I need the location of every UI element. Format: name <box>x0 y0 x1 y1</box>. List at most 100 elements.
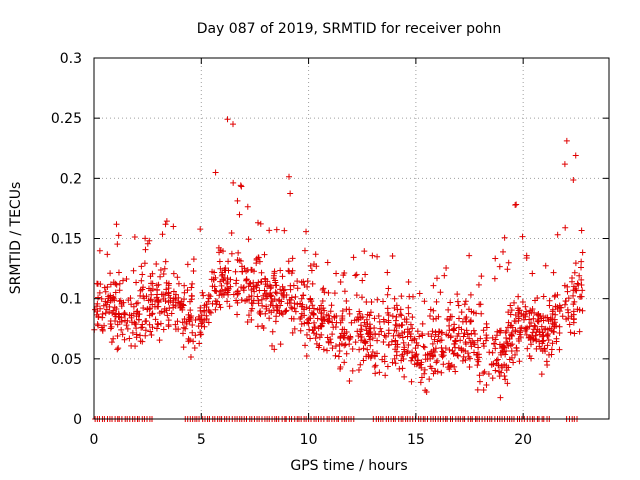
data-point <box>147 305 154 312</box>
data-point <box>474 386 481 393</box>
data-point <box>222 265 229 272</box>
data-point <box>289 255 296 262</box>
data-point <box>454 298 461 305</box>
data-point <box>496 341 503 348</box>
data-point <box>114 333 121 340</box>
data-point <box>406 293 413 300</box>
data-point <box>362 323 369 330</box>
data-point <box>309 280 316 287</box>
data-point <box>181 296 188 303</box>
data-point <box>182 325 189 332</box>
data-point <box>290 315 297 322</box>
data-point <box>307 298 314 305</box>
data-point <box>404 349 411 356</box>
data-point <box>426 376 433 383</box>
data-point <box>203 303 210 310</box>
data-point <box>508 307 515 314</box>
data-point <box>324 259 331 266</box>
data-point <box>504 266 511 273</box>
data-point <box>213 301 220 308</box>
data-point <box>529 270 536 277</box>
data-point <box>94 321 101 328</box>
data-point <box>356 346 363 353</box>
data-point <box>458 309 465 316</box>
data-point <box>392 317 399 324</box>
data-point <box>198 312 205 319</box>
data-point <box>578 264 585 271</box>
data-point <box>303 331 310 338</box>
data-point <box>258 296 265 303</box>
data-point <box>368 299 375 306</box>
data-point <box>288 294 295 301</box>
data-point <box>431 368 438 375</box>
data-point <box>450 350 457 357</box>
data-point <box>189 329 196 336</box>
data-point <box>301 247 308 254</box>
data-point <box>480 327 487 334</box>
data-point <box>526 353 533 360</box>
data-point <box>400 339 407 346</box>
data-point <box>288 297 295 304</box>
data-point <box>438 369 445 376</box>
data-point <box>263 303 270 310</box>
data-point <box>551 323 558 330</box>
data-point <box>541 326 548 333</box>
data-point <box>238 297 245 304</box>
data-point <box>508 332 515 339</box>
data-point <box>187 307 194 314</box>
data-point <box>97 305 104 312</box>
data-point <box>516 338 523 345</box>
data-point <box>446 366 453 373</box>
data-point <box>119 331 126 338</box>
data-point <box>200 292 207 299</box>
data-point <box>245 312 252 319</box>
data-point <box>570 177 577 184</box>
data-point <box>424 351 431 358</box>
data-point <box>180 324 187 331</box>
data-point <box>133 279 140 286</box>
data-point <box>238 183 245 190</box>
data-point <box>407 321 414 328</box>
data-point <box>117 297 124 304</box>
data-point <box>149 280 156 287</box>
data-point <box>325 318 332 325</box>
data-point <box>113 221 120 228</box>
data-point <box>505 343 512 350</box>
data-point <box>96 289 103 296</box>
data-point <box>102 298 109 305</box>
data-point <box>346 336 353 343</box>
data-point <box>111 304 118 311</box>
data-point <box>289 329 296 336</box>
data-point <box>271 346 278 353</box>
data-point <box>258 278 265 285</box>
data-point <box>545 336 552 343</box>
data-point <box>533 336 540 343</box>
data-point <box>269 342 276 349</box>
data-point <box>244 203 251 210</box>
data-point <box>172 326 179 333</box>
data-point <box>261 251 268 258</box>
data-point <box>212 306 219 313</box>
data-point <box>346 377 353 384</box>
data-point <box>255 297 262 304</box>
data-point <box>163 286 170 293</box>
data-point <box>201 308 208 315</box>
data-point <box>517 334 524 341</box>
data-point <box>467 317 474 324</box>
data-point <box>357 361 364 368</box>
data-point <box>430 307 437 314</box>
data-point <box>372 362 379 369</box>
data-point <box>212 288 219 295</box>
data-point <box>145 297 152 304</box>
data-point <box>139 321 146 328</box>
data-point <box>232 268 239 275</box>
data-point <box>369 348 376 355</box>
data-point <box>339 307 346 314</box>
data-point <box>483 381 490 388</box>
data-point <box>566 321 573 328</box>
data-point <box>160 326 167 333</box>
data-point <box>319 320 326 327</box>
data-point <box>417 379 424 386</box>
data-point <box>95 322 102 329</box>
